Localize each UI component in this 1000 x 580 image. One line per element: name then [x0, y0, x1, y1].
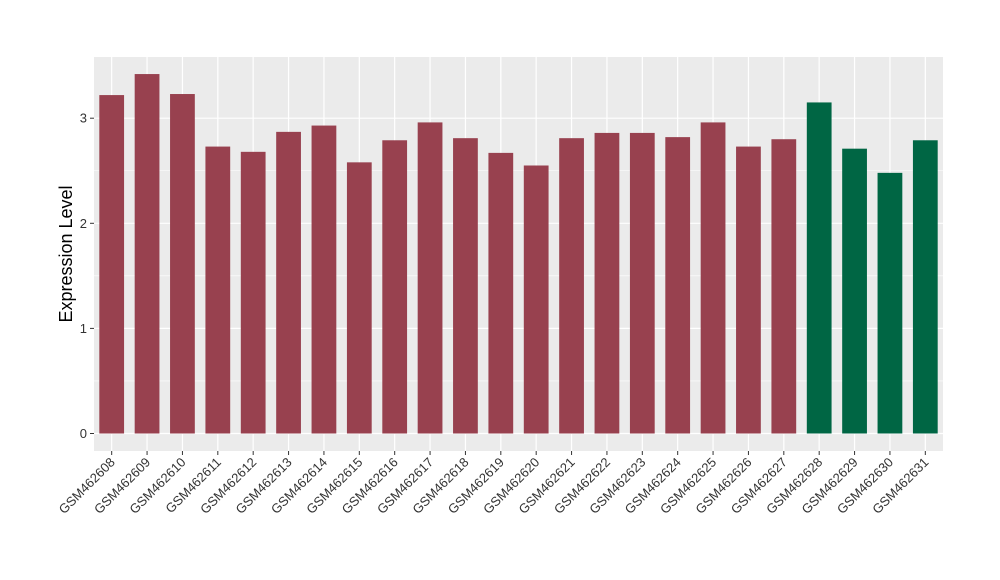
- bar-GSM462613: [276, 131, 301, 434]
- bar-GSM462626: [736, 146, 761, 434]
- y-tick-label: 3: [80, 111, 87, 126]
- bar-GSM462623: [629, 132, 655, 434]
- bar-GSM462610: [170, 94, 195, 434]
- minor-gridlines: [94, 170, 943, 382]
- bar-GSM462611: [205, 146, 231, 434]
- bar-GSM462619: [488, 152, 514, 434]
- bar-GSM462630: [877, 172, 903, 434]
- bars: [99, 74, 938, 434]
- bar-GSM462627: [771, 139, 797, 434]
- x-axis: GSM462608GSM462609GSM462610GSM462611GSM4…: [56, 451, 931, 517]
- y-tick-label: 0: [80, 426, 87, 441]
- bar-GSM462615: [346, 162, 372, 434]
- bar-GSM462624: [665, 137, 691, 434]
- y-tick-label: 2: [80, 216, 87, 231]
- bar-GSM462618: [453, 138, 478, 434]
- y-axis: 0 1 2 3: [80, 111, 94, 441]
- bar-GSM462621: [559, 138, 584, 434]
- bar-GSM462628: [806, 102, 832, 434]
- bar-GSM462622: [594, 132, 620, 434]
- bar-GSM462616: [382, 140, 408, 434]
- y-axis-title: Expression Level: [56, 185, 76, 322]
- bar-GSM462612: [240, 151, 266, 434]
- bar-GSM462614: [311, 125, 337, 434]
- bar-GSM462625: [700, 122, 726, 434]
- bar-GSM462631: [912, 140, 938, 434]
- y-tick-label: 1: [80, 321, 87, 336]
- bar-GSM462609: [134, 74, 160, 434]
- bar-GSM462608: [99, 95, 125, 434]
- bar-GSM462620: [523, 165, 549, 434]
- plot-panel: [94, 57, 943, 451]
- bar-GSM462617: [417, 122, 443, 434]
- bar-GSM462629: [842, 148, 867, 434]
